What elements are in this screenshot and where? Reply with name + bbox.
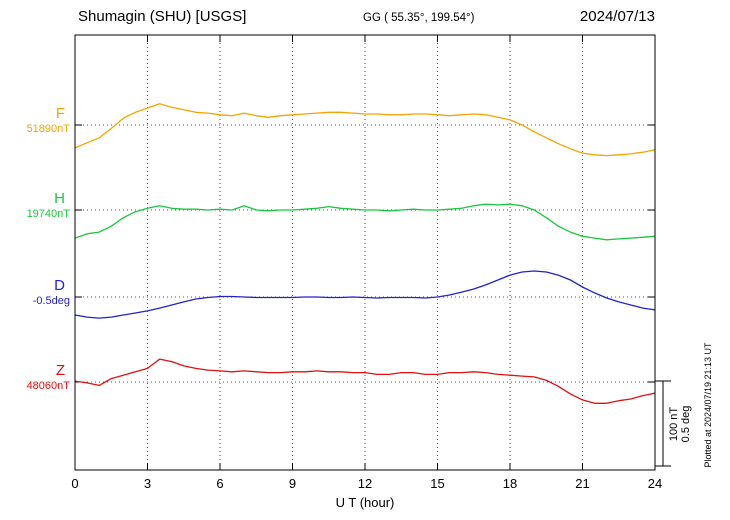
series-label-f: F 51890nT [8, 105, 70, 135]
series-label-h: H 19740nT [8, 190, 70, 220]
trace-D [74, 270, 656, 319]
series-baseline-d: -0.5deg [32, 294, 70, 307]
x-tick-label: 3 [143, 476, 152, 491]
series-baseline-h: 19740nT [26, 207, 70, 220]
x-tick-label: 18 [502, 476, 518, 491]
x-tick-label: 9 [288, 476, 297, 491]
scale-label-nt: 100 nT [668, 407, 680, 442]
x-tick-label: 0 [71, 476, 79, 491]
series-letter-h: H [54, 190, 65, 207]
series-baseline-z: 48060nT [26, 379, 70, 392]
trace-Z [74, 358, 656, 404]
x-axis-tick-labels: 0 3 6 9 12 15 18 21 24 [0, 476, 730, 492]
x-tick-label: 21 [575, 476, 590, 491]
series-label-d: D -0.5deg [8, 277, 70, 307]
series-baseline-f: 51890nT [26, 122, 70, 135]
plotted-at-note: Plotted at 2024/07/19 21:13 UT [703, 342, 713, 468]
geographic-coords: GG ( 55.35°, 199.54°) [363, 12, 475, 24]
x-axis-title: U T (hour) [335, 495, 395, 510]
scale-label-deg: 0.5 deg [680, 406, 692, 443]
x-tick-label: 24 [647, 476, 663, 491]
x-tick-label: 12 [357, 476, 373, 491]
series-letter-f: F [55, 105, 65, 122]
plot-date: 2024/07/13 [579, 8, 655, 25]
trace-H [74, 203, 656, 241]
plot-border [74, 34, 656, 471]
x-tick-label: 6 [216, 476, 224, 491]
station-title: Shumagin (SHU) [USGS] [78, 8, 247, 25]
series-letter-d: D [54, 277, 65, 294]
series-letter-z: Z [55, 362, 65, 379]
trace-F [74, 103, 656, 157]
series-label-z: Z 48060nT [8, 362, 70, 392]
x-tick-label: 15 [430, 476, 445, 491]
